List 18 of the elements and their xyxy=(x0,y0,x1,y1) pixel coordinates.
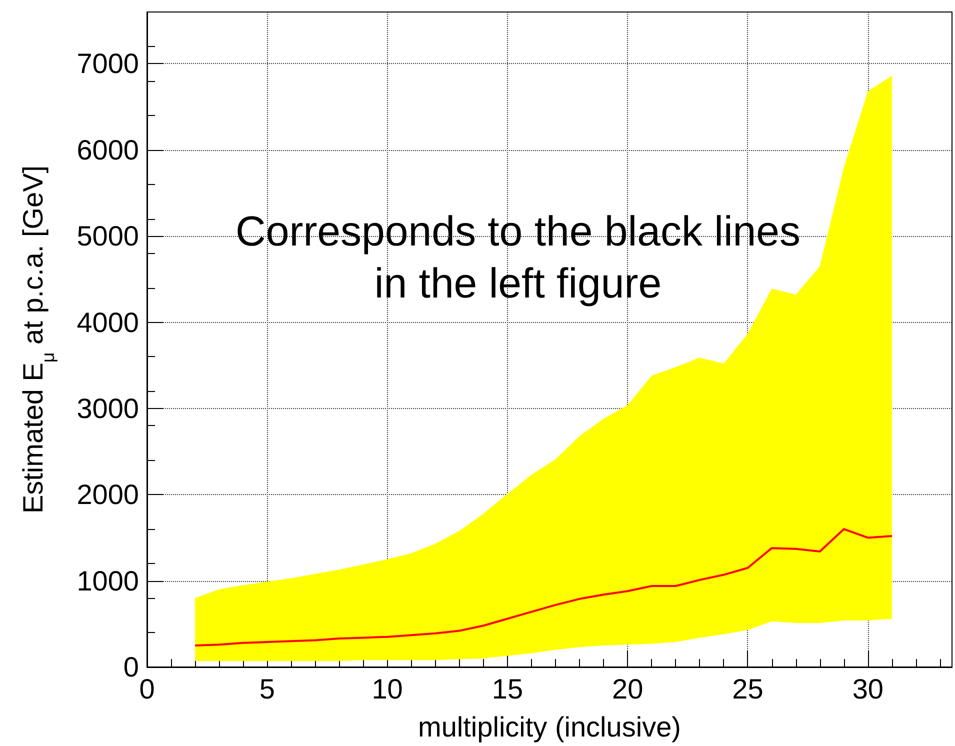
x-tick-label: 10 xyxy=(372,674,403,704)
x-tick-label: 25 xyxy=(732,674,764,704)
x-tick-label: 5 xyxy=(259,674,275,704)
x-tick-label: 30 xyxy=(852,674,884,704)
y-tick-label: 1000 xyxy=(76,565,139,596)
y-tick-label: 4000 xyxy=(76,306,139,338)
y-tick-label: 0 xyxy=(123,652,139,682)
x-axis-title: multiplicity (inclusive) xyxy=(418,712,681,742)
y-tick-label: 6000 xyxy=(76,134,139,166)
annotation: Corresponds to the black lines in the left figure xyxy=(236,208,800,306)
y-tick-label: 5000 xyxy=(76,220,139,252)
y-tick-label: 3000 xyxy=(76,392,139,424)
y-axis-title: Estimated Eμ at p.c.a. [GeV] xyxy=(18,165,58,514)
y-tick-label: 2000 xyxy=(76,479,139,510)
y-tick-label: 7000 xyxy=(76,48,139,80)
x-tick-label: 15 xyxy=(492,674,524,704)
line-series xyxy=(194,528,893,646)
x-tick-label: 20 xyxy=(612,674,644,704)
